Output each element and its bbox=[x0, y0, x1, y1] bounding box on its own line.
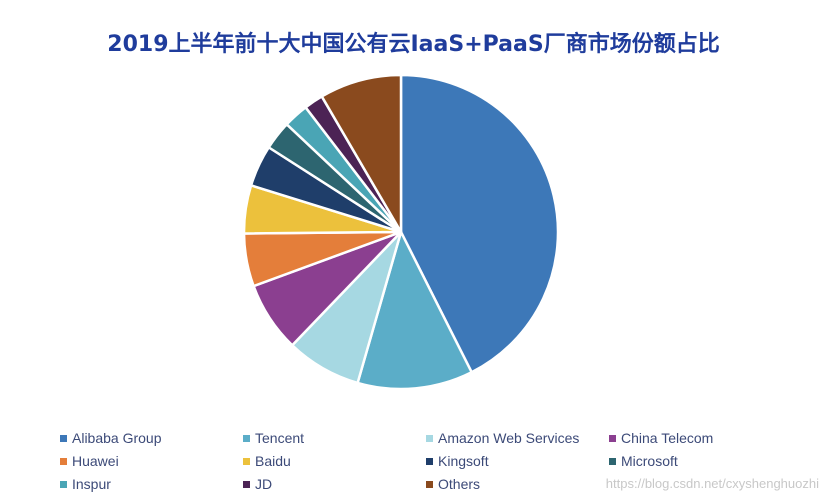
legend-item-microsoft: Microsoft bbox=[609, 452, 780, 470]
legend-swatch bbox=[609, 434, 616, 442]
pie-slice-tencent bbox=[356, 230, 473, 391]
legend-item-others: Others bbox=[426, 475, 609, 493]
legend-label: Huawei bbox=[72, 453, 119, 469]
pie-chart bbox=[242, 73, 560, 391]
legend-label: Microsoft bbox=[621, 453, 678, 469]
legend-label: Amazon Web Services bbox=[438, 430, 580, 446]
legend-swatch bbox=[426, 480, 433, 488]
legend-item-kingsoft: Kingsoft bbox=[426, 452, 609, 470]
legend-label: Baidu bbox=[255, 453, 291, 469]
legend-label: Kingsoft bbox=[438, 453, 489, 469]
legend-item-alibaba-group: Alibaba Group bbox=[60, 429, 243, 447]
pie-slice-alibaba-group bbox=[399, 73, 560, 374]
legend-item-baidu: Baidu bbox=[243, 452, 426, 470]
pie-slice-others bbox=[320, 73, 403, 234]
legend-swatch bbox=[60, 457, 67, 465]
legend-item-tencent: Tencent bbox=[243, 429, 426, 447]
legend-swatch bbox=[243, 457, 250, 465]
legend-swatch bbox=[426, 434, 433, 442]
legend-label: Others bbox=[438, 476, 481, 492]
chart-title: 2019上半年前十大中国公有云IaaS+PaaS厂商市场份额占比 bbox=[107, 32, 720, 57]
legend-swatch bbox=[609, 457, 616, 465]
legend-label: JD bbox=[255, 476, 273, 492]
legend-swatch bbox=[60, 480, 67, 488]
legend-label: Alibaba Group bbox=[72, 430, 162, 446]
legend-item-inspur: Inspur bbox=[60, 475, 243, 493]
legend-item-huawei: Huawei bbox=[60, 452, 243, 470]
legend-item-china-telecom: China Telecom bbox=[609, 429, 780, 447]
legend-label: China Telecom bbox=[621, 430, 714, 446]
legend-swatch bbox=[243, 480, 250, 488]
chart-legend: Alibaba Group Tencent Amazon Web Services C… bbox=[60, 429, 780, 493]
legend-label: Inspur bbox=[72, 476, 111, 492]
legend-swatch bbox=[426, 457, 433, 465]
legend-item-amazon-web-services: Amazon Web Services bbox=[426, 429, 609, 447]
legend-item-jd: JD bbox=[243, 475, 426, 493]
legend-swatch bbox=[60, 434, 67, 442]
watermark: https://blog.csdn.net/cxyshenghuozhi bbox=[605, 476, 819, 491]
legend-swatch bbox=[243, 434, 250, 442]
legend-label: Tencent bbox=[255, 430, 305, 446]
